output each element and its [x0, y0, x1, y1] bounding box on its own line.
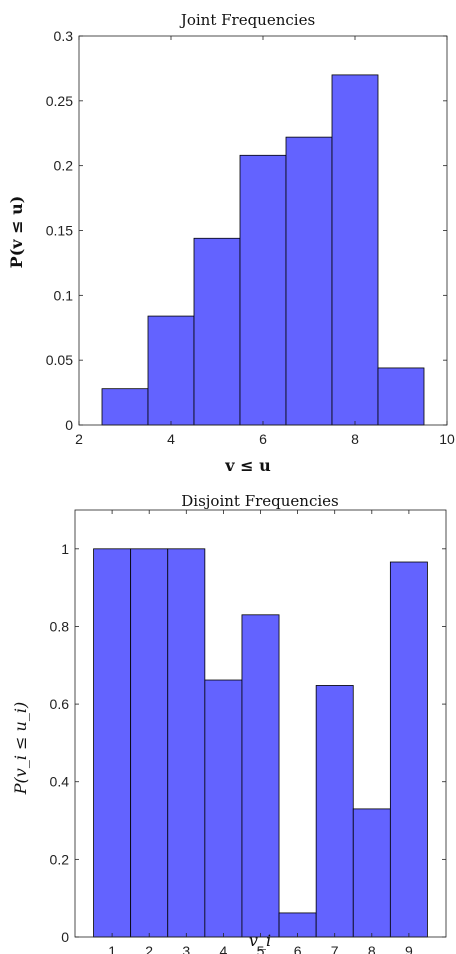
chart-title: Disjoint Frequencies [181, 492, 339, 510]
x-tick-label: 2 [145, 943, 153, 954]
bar [167, 548, 206, 938]
bar [147, 315, 195, 426]
x-tick-label: 2 [75, 431, 83, 447]
x-tick-label: 3 [182, 943, 190, 954]
bar [389, 561, 428, 938]
x-tick-label: 8 [351, 431, 359, 447]
y-tick-label: 0 [61, 929, 69, 945]
bar [315, 685, 354, 938]
plot-area: 2 4 6 8 10 0 0.05 0.1 0.15 0.2 0.25 0.3 [46, 28, 455, 447]
x-tick-label: 4 [220, 943, 228, 954]
plot-area: 1 2 3 4 5 6 7 8 9 0 0.2 0.4 0.6 0.8 1 [50, 509, 447, 954]
x-tick-label: 10 [439, 431, 455, 447]
y-tick-label: 0.15 [46, 223, 73, 239]
bar [101, 388, 149, 426]
x-tick-label: 7 [331, 943, 339, 954]
y-tick-label: 0.1 [54, 287, 74, 303]
y-tick-label: 0 [65, 417, 73, 433]
y-tick-label: 0.25 [46, 93, 73, 109]
y-tick-label: 0.2 [54, 158, 74, 174]
y-tick-label: 0.3 [54, 28, 74, 44]
x-axis-label: v ≤ u [224, 456, 271, 475]
x-axis-label: v_i [249, 931, 271, 950]
y-tick-label: 0.2 [50, 851, 70, 867]
y-tick-label: 0.6 [50, 696, 70, 712]
x-tick-label: 5 [257, 943, 265, 954]
bar [377, 367, 425, 426]
bar [352, 808, 391, 938]
bar [193, 237, 241, 426]
y-axis-label: P(v ≤ u) [7, 196, 26, 269]
bar [204, 679, 243, 938]
y-tick-label: 0.8 [50, 618, 70, 634]
y-axis-label: P(v_i ≤ u_i) [11, 702, 30, 795]
chart-title: Joint Frequencies [179, 11, 315, 29]
bar [239, 154, 287, 426]
x-tick-label: 9 [405, 943, 413, 954]
bar [285, 136, 333, 426]
bar [130, 548, 169, 938]
x-tick-label: 8 [368, 943, 376, 954]
y-tick-label: 1 [61, 541, 69, 557]
x-tick-label: 6 [294, 943, 302, 954]
disjoint-frequencies-chart: Disjoint Frequencies 1 2 3 4 5 6 7 8 9 0 0.2 0.4 0.6… [11, 492, 447, 954]
bar [241, 614, 280, 938]
x-tick-label: 1 [108, 943, 116, 954]
bar [331, 74, 379, 426]
x-tick-label: 6 [259, 431, 267, 447]
joint-frequencies-chart: Joint Frequencies 2 4 6 8 10 0 0.05 0.1 0.15 0.2 0… [7, 11, 455, 475]
x-tick-label: 4 [167, 431, 175, 447]
bar [93, 548, 132, 938]
y-tick-label: 0.4 [50, 774, 70, 790]
y-tick-label: 0.05 [46, 352, 73, 368]
